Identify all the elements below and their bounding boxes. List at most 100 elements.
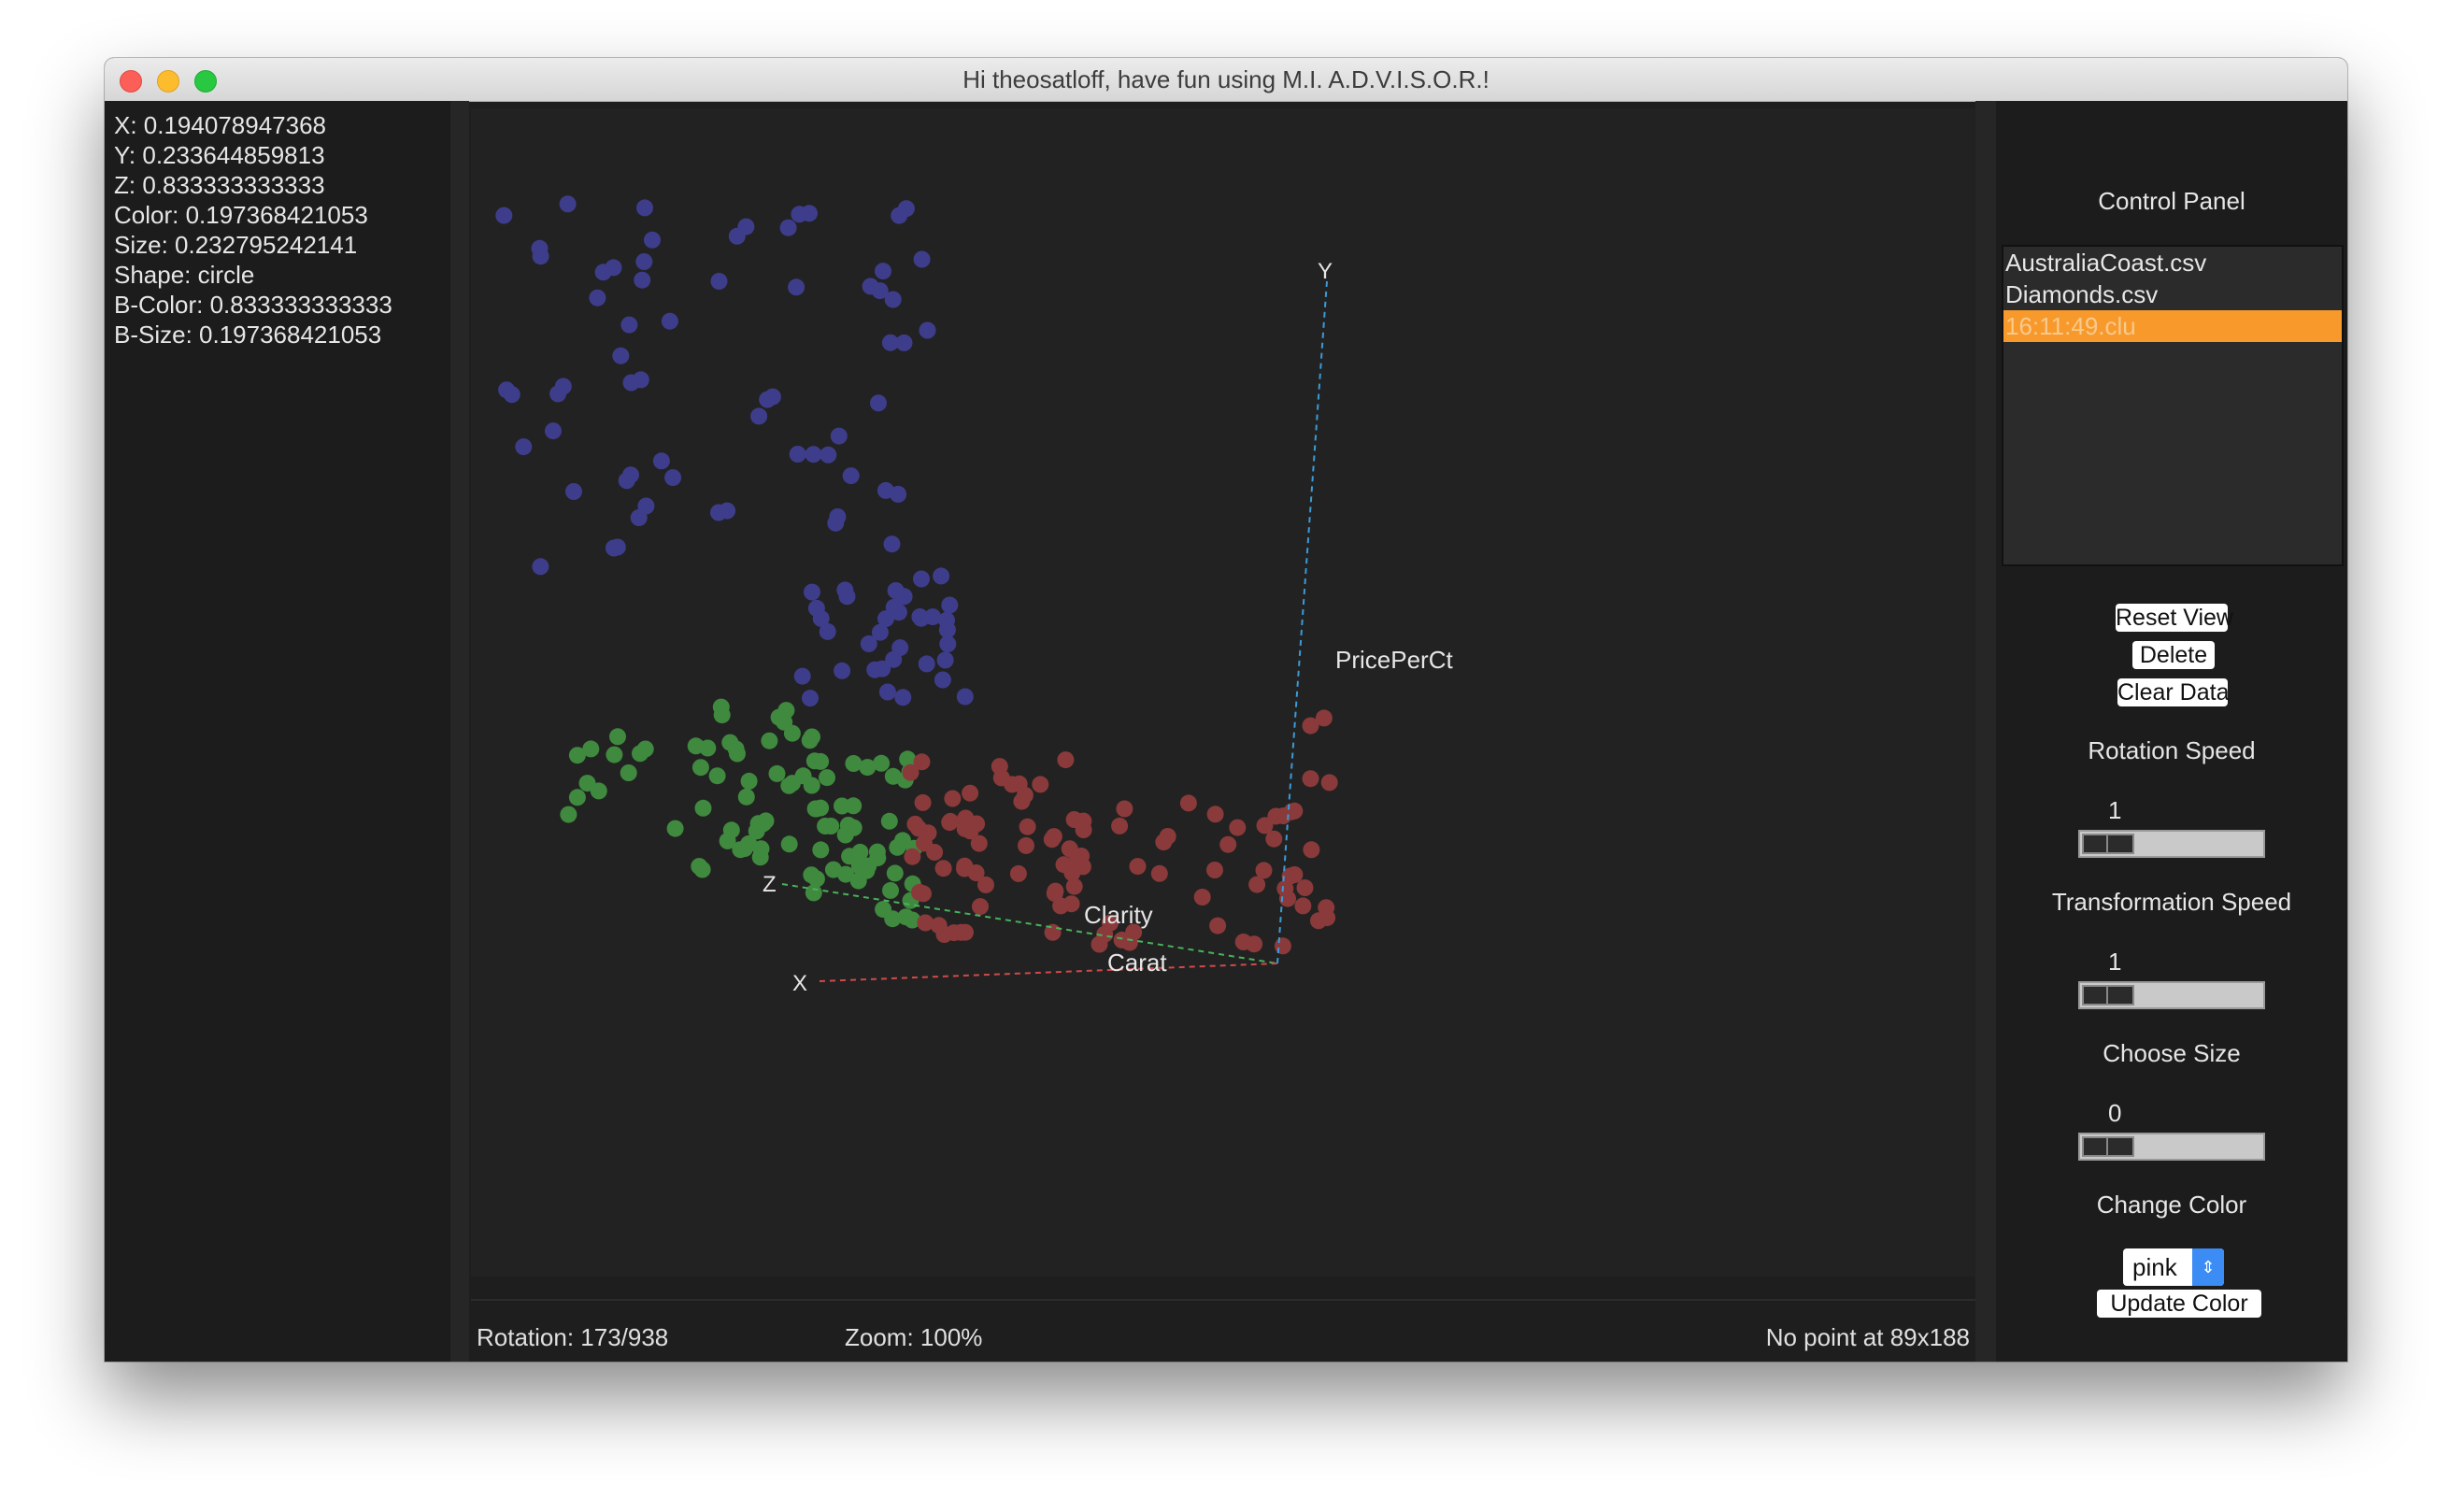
- data-point-blue[interactable]: [871, 282, 889, 300]
- slider-handle[interactable]: [2082, 985, 2134, 1006]
- file-list[interactable]: AustraliaCoast.csv Diamonds.csv 16:11:49…: [2002, 245, 2344, 566]
- data-point-blue[interactable]: [589, 289, 606, 307]
- choose-size-slider[interactable]: [2078, 1133, 2265, 1161]
- data-point-blue[interactable]: [891, 207, 908, 224]
- data-point-red[interactable]: [1019, 818, 1036, 835]
- data-point-green[interactable]: [691, 858, 708, 876]
- data-point-blue[interactable]: [819, 622, 836, 640]
- data-point-blue[interactable]: [495, 207, 513, 224]
- data-point-green[interactable]: [899, 750, 917, 768]
- data-point-green[interactable]: [803, 777, 820, 794]
- zoom-window-button[interactable]: [194, 70, 217, 93]
- data-point-blue[interactable]: [710, 504, 727, 521]
- data-point-green[interactable]: [740, 834, 758, 852]
- rotation-speed-slider[interactable]: [2078, 830, 2265, 858]
- data-point-blue[interactable]: [661, 312, 678, 330]
- data-point-blue[interactable]: [763, 388, 781, 406]
- data-point-red[interactable]: [1303, 841, 1320, 859]
- data-point-blue[interactable]: [635, 253, 653, 270]
- data-point-blue[interactable]: [884, 291, 902, 308]
- data-point-red[interactable]: [962, 784, 979, 802]
- delete-button[interactable]: Delete: [2132, 641, 2215, 669]
- data-point-blue[interactable]: [836, 581, 854, 599]
- data-point-blue[interactable]: [515, 438, 533, 456]
- data-point-red[interactable]: [1209, 917, 1227, 934]
- data-point-blue[interactable]: [878, 683, 896, 701]
- data-point-red[interactable]: [930, 917, 948, 934]
- data-point-red[interactable]: [1296, 879, 1314, 896]
- data-point-blue[interactable]: [791, 206, 808, 223]
- data-point-red[interactable]: [1111, 817, 1129, 834]
- data-point-blue[interactable]: [779, 219, 797, 236]
- data-point-green[interactable]: [897, 908, 915, 926]
- data-point-blue[interactable]: [913, 250, 931, 268]
- data-point-red[interactable]: [1206, 806, 1224, 823]
- clear-data-button[interactable]: Clear Data: [2117, 678, 2230, 706]
- data-point-red[interactable]: [1179, 794, 1197, 812]
- data-point-red[interactable]: [1096, 925, 1114, 943]
- data-point-blue[interactable]: [612, 347, 630, 364]
- reset-view-button[interactable]: Reset View: [2116, 604, 2233, 632]
- data-point-green[interactable]: [812, 841, 830, 859]
- data-point-blue[interactable]: [805, 446, 822, 464]
- data-point-red[interactable]: [1265, 830, 1283, 848]
- data-point-green[interactable]: [837, 865, 854, 883]
- file-item-selected[interactable]: 16:11:49.clu: [2003, 310, 2342, 342]
- data-point-red[interactable]: [1032, 776, 1049, 793]
- data-point-red[interactable]: [1045, 828, 1062, 846]
- data-point-red[interactable]: [926, 844, 944, 861]
- data-point-red[interactable]: [1065, 877, 1083, 895]
- data-point-green[interactable]: [768, 764, 786, 782]
- data-point-blue[interactable]: [834, 662, 851, 679]
- data-point-red[interactable]: [944, 790, 962, 807]
- data-point-green[interactable]: [620, 764, 637, 781]
- data-point-red[interactable]: [1302, 717, 1319, 735]
- data-point-green[interactable]: [801, 732, 819, 749]
- data-point-red[interactable]: [1075, 812, 1092, 830]
- data-point-red[interactable]: [1248, 876, 1266, 893]
- data-point-green[interactable]: [590, 782, 607, 800]
- data-point-green[interactable]: [819, 769, 835, 787]
- 3d-plot-canvas[interactable]: Z X Y Clarity Carat PricePerCt: [471, 108, 1975, 1277]
- data-point-green[interactable]: [761, 732, 778, 749]
- data-point-blue[interactable]: [829, 508, 847, 525]
- file-item[interactable]: Diamonds.csv: [2005, 280, 2159, 308]
- data-point-red[interactable]: [956, 860, 973, 877]
- data-point-green[interactable]: [849, 872, 867, 890]
- data-point-blue[interactable]: [871, 623, 889, 641]
- data-point-blue[interactable]: [531, 239, 549, 257]
- data-point-red[interactable]: [1018, 836, 1034, 854]
- data-point-green[interactable]: [737, 788, 755, 806]
- data-point-blue[interactable]: [750, 407, 768, 425]
- data-point-red[interactable]: [1286, 866, 1304, 883]
- data-point-green[interactable]: [582, 740, 600, 758]
- data-point-green[interactable]: [817, 818, 834, 834]
- data-point-red[interactable]: [1219, 835, 1237, 853]
- data-point-green[interactable]: [873, 754, 891, 772]
- data-point-blue[interactable]: [895, 334, 913, 351]
- data-point-green[interactable]: [875, 901, 892, 919]
- data-point-green[interactable]: [889, 838, 906, 856]
- data-point-green[interactable]: [719, 832, 736, 849]
- data-point-red[interactable]: [902, 763, 920, 781]
- data-point-green[interactable]: [777, 702, 795, 720]
- data-point-blue[interactable]: [956, 688, 974, 706]
- data-point-blue[interactable]: [842, 467, 860, 485]
- data-point-blue[interactable]: [919, 321, 936, 339]
- data-point-red[interactable]: [977, 876, 994, 893]
- data-point-red[interactable]: [910, 820, 927, 837]
- data-point-blue[interactable]: [939, 635, 957, 653]
- data-point-blue[interactable]: [737, 218, 755, 235]
- close-window-button[interactable]: [120, 70, 142, 93]
- data-point-green[interactable]: [708, 767, 726, 785]
- data-point-green[interactable]: [859, 759, 877, 777]
- data-point-blue[interactable]: [885, 650, 903, 668]
- data-point-red[interactable]: [1074, 858, 1091, 876]
- data-point-blue[interactable]: [895, 588, 913, 606]
- data-point-blue[interactable]: [608, 538, 626, 556]
- data-point-green[interactable]: [780, 835, 798, 853]
- slider-handle[interactable]: [2082, 1136, 2134, 1157]
- data-point-blue[interactable]: [503, 386, 520, 404]
- data-point-blue[interactable]: [532, 558, 549, 576]
- data-point-green[interactable]: [757, 812, 775, 830]
